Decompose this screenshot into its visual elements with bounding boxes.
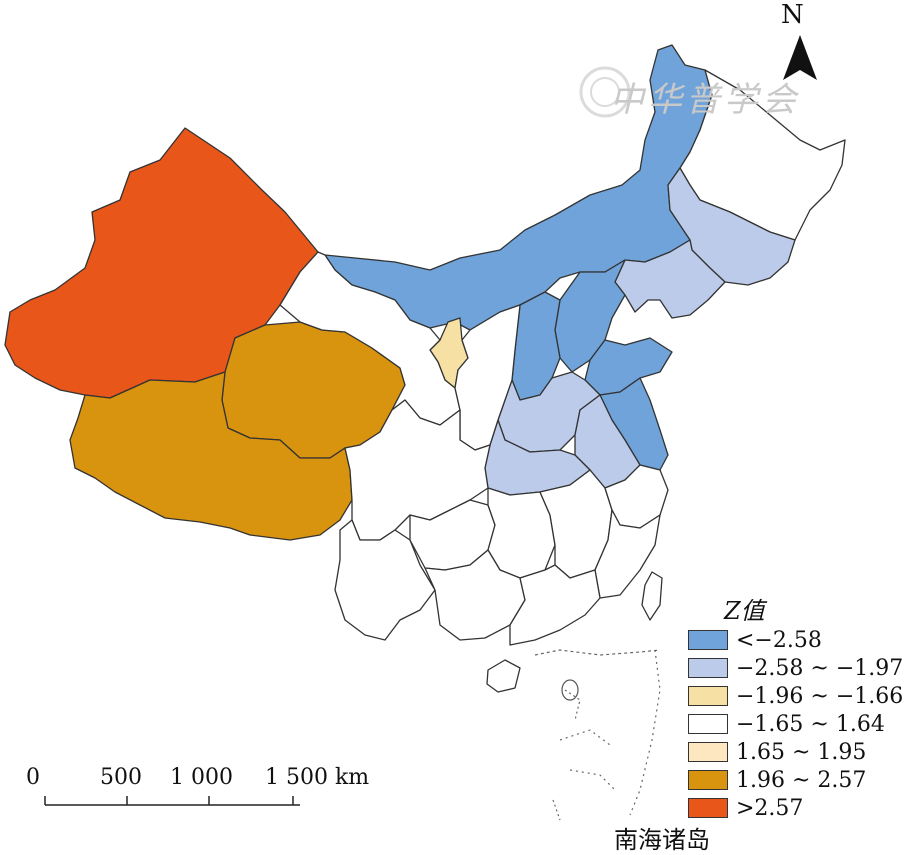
legend-item: 1.96 ~ 2.57 [688,766,866,794]
legend-item: 1.65 ~ 1.95 [688,738,866,766]
legend-swatch [688,714,728,734]
legend-swatch [688,630,728,650]
watermark-text: 中华普学会 [610,80,800,120]
legend-swatch [688,658,728,678]
legend-label: 1.96 ~ 2.57 [736,767,867,793]
scale-label-0: 0 [26,765,40,790]
legend-title: Z值 [724,597,765,625]
region-guangdong[interactable] [509,564,601,646]
legend-label: −1.65 ~ 1.64 [736,711,885,737]
legend-label: <−2.58 [736,627,822,653]
legend-item: −1.96 ~ −1.66 [688,682,903,710]
south-sea-inset [534,649,661,821]
legend-swatch [688,770,728,790]
scale-label-500: 500 [100,765,142,790]
legend-item: −2.58 ~ −1.97 [688,654,903,682]
legend-swatch [688,798,728,818]
legend-item: >2.57 [688,794,803,822]
legend: Z值 <−2.58 −2.58 ~ −1.97 −1.96 ~ −1.66 −1… [688,596,903,821]
scale-bar [44,796,300,806]
inset-caption: 南海诸岛 [614,826,710,854]
region-tibet[interactable] [69,371,353,541]
legend-label: >2.57 [736,795,804,821]
legend-item: −1.65 ~ 1.64 [688,710,885,738]
legend-label: −2.58 ~ −1.97 [736,655,904,681]
north-arrow-icon [783,35,817,80]
region-yunnan[interactable] [334,519,436,641]
legend-swatch [688,742,728,762]
seal-watermark-icon [579,66,631,118]
scale-label-1500: 1 500 km [265,765,370,790]
north-label: N [781,0,804,30]
region-taiwan[interactable] [641,571,663,621]
legend-label: −1.96 ~ −1.66 [736,683,904,709]
legend-label: 1.65 ~ 1.95 [736,739,867,765]
scale-label-1000: 1 000 [170,765,233,790]
legend-item: <−2.58 [688,626,822,654]
region-liaoning[interactable] [614,239,726,319]
region-hainan[interactable] [486,659,521,693]
legend-swatch [688,686,728,706]
